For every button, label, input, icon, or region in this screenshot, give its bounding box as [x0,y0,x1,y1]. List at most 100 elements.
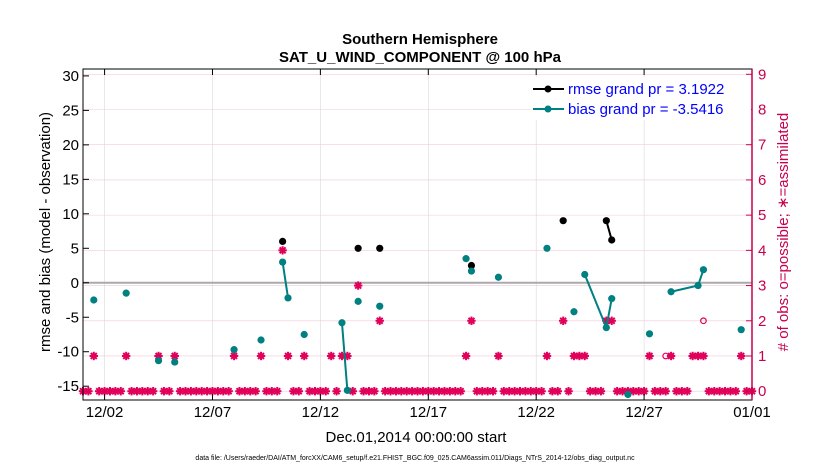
obs-asterisk-stroke [138,387,147,395]
bias-point [608,295,616,303]
obs-count-marker [699,351,708,361]
obs-count-marker [542,351,552,361]
obs-asterisk-stroke [349,387,357,395]
y-axis-right-label: # of obs: o=possible; ∗=assimilated [775,113,792,352]
bias-point [694,281,702,290]
obs-count-marker [461,351,471,361]
obs-count-marker [434,386,444,396]
obs-count-marker [186,386,196,396]
obs-asterisk-stroke [230,352,238,360]
bias-point [90,296,98,304]
obs-asterisk-stroke [618,387,627,395]
obs-count-marker [494,351,503,361]
obs-asterisk-stroke [381,387,389,395]
obs-asterisk-stroke [651,387,659,395]
obs-asterisk-stroke [365,387,373,395]
obs-asterisk-stroke [667,352,675,360]
bias-point [279,258,287,266]
obs-asterisk-stroke [176,387,184,395]
obs-count-marker [737,351,746,361]
x-tick-label: 12/27 [625,404,663,421]
obs-asterisk-stroke [543,352,551,360]
bias-point [230,346,238,354]
x-tick-label: 12/07 [194,404,232,421]
obs-count-marker [143,386,152,396]
obs-asterisk-stroke [726,387,735,395]
obs-asterisk-stroke [311,387,319,395]
obs-asterisk-stroke [122,352,130,360]
obs-asterisk-stroke [208,387,217,395]
bias-point [699,266,708,274]
obs-asterisk-stroke [257,352,265,360]
obs-count-marker [300,351,309,361]
y-right-tick-label: 3 [758,278,766,295]
y-tick-label: -15 [57,378,79,395]
bias-point [602,323,610,332]
obs-asterisk-stroke [397,387,405,395]
obs-asterisk-stroke [327,352,335,360]
obs-count-marker [553,386,562,396]
bias-point [300,330,308,339]
obs-asterisk-stroke [435,387,443,395]
obs-asterisk-stroke [316,387,325,395]
obs-count-marker [121,351,131,361]
y-right-tick-label: 9 [758,66,766,83]
bias-point [667,288,675,296]
obs-asterisk-stroke [235,387,244,395]
obs-count-marker [278,246,287,255]
obs-asterisk-stroke [662,387,670,395]
obs-asterisk-stroke [100,387,109,395]
bias-point [581,270,589,279]
obs-asterisk-stroke [246,387,254,395]
x-tick-label: 12/12 [302,404,340,421]
y-tick-label: 0 [71,275,79,292]
obs-count-marker [116,386,125,396]
y-tick-label: 25 [62,102,79,119]
obs-count-marker [111,386,120,396]
y-axis-label: rmse and bias (model - observation) [37,112,54,352]
obs-count-marker [413,386,422,396]
obs-asterisk-stroke [106,387,114,395]
obs-asterisk-stroke [564,387,573,395]
bias-point [354,297,362,305]
obs-asterisk-stroke [359,387,368,395]
obs-asterisk-stroke [608,317,616,325]
obs-asterisk-stroke [419,387,427,395]
obs-asterisk-stroke [640,387,648,395]
chart-title-line1: Southern Hemisphere [342,31,498,48]
obs-asterisk-stroke [575,352,584,360]
obs-asterisk-stroke [737,352,745,360]
obs-asterisk-stroke [440,387,449,395]
obs-count-marker [585,386,595,396]
y-right-tick-label: 6 [758,172,766,189]
y-tick-label: -10 [57,344,79,361]
obs-count-marker [639,386,649,396]
obs-asterisk-stroke [581,352,589,360]
obs-asterisk-stroke [672,387,681,395]
obs-asterisk-stroke [305,387,314,395]
obs-count-marker [127,386,136,396]
obs-asterisk-stroke [430,387,438,395]
obs-asterisk-stroke [192,387,200,395]
y-right-tick-label: 8 [758,101,766,118]
obs-count-marker [710,386,719,396]
chart-title-line2: SAT_U_WIND_COMPONENT @ 100 hPa [279,49,562,66]
obs-count-marker [661,386,670,396]
bias-point [624,390,632,399]
obs-asterisk-stroke [559,317,567,325]
obs-asterisk-stroke [251,387,260,395]
obs-asterisk-stroke [181,387,190,395]
obs-asterisk-stroke [278,246,287,255]
bias-point [645,330,654,338]
obs-asterisk-stroke [527,387,535,395]
obs-asterisk-stroke [289,387,298,395]
obs-asterisk-stroke [629,387,637,395]
obs-asterisk-stroke [268,387,276,395]
obs-asterisk-stroke [656,387,664,395]
y-tick-label: 15 [62,171,79,188]
obs-asterisk-stroke [117,387,125,395]
obs-asterisk-stroke [705,387,713,395]
bias-point [737,326,745,334]
bias-point [343,386,351,394]
obs-asterisk-stroke [473,387,481,395]
